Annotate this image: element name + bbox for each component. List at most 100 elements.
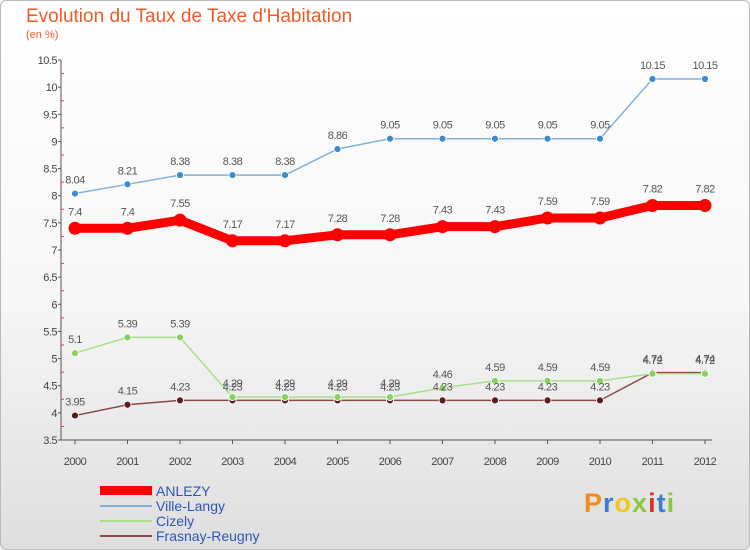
logo-letter: x	[632, 488, 649, 518]
x-tick-label: 2001	[116, 456, 139, 468]
data-labels-layer: 7.4 7.4 7.55 7.17 7.17 7.28 7.28 7.43 7.43 7.59 7.…	[65, 60, 718, 409]
x-tick-label: 2008	[484, 456, 507, 468]
data-label: 4.23	[485, 381, 505, 393]
legend-swatch-ville-langy	[100, 505, 152, 507]
data-label: 7.28	[328, 213, 348, 225]
data-label: 7.43	[485, 205, 505, 217]
data-point	[333, 393, 342, 402]
data-point	[701, 369, 709, 378]
data-point	[596, 396, 604, 405]
data-point	[386, 393, 394, 402]
data-label: 4.15	[118, 386, 138, 398]
data-label: 10.15	[640, 60, 665, 72]
proxiti-logo: Proxiti	[584, 488, 675, 519]
data-point	[331, 228, 344, 242]
x-tick-label: 2009	[536, 456, 559, 468]
y-tick-label: 6	[51, 299, 57, 311]
y-tick-label: 5	[51, 354, 57, 366]
data-point	[593, 211, 607, 225]
logo-letter: t	[656, 488, 667, 518]
data-label: 8.38	[275, 156, 295, 168]
data-label: 4.29	[275, 378, 295, 390]
data-point	[173, 213, 187, 227]
y-tick-label: 10	[46, 82, 58, 94]
data-label: 4.23	[275, 381, 295, 393]
data-label: 4.72	[695, 355, 715, 367]
data-point	[543, 376, 552, 385]
data-label: 4.59	[590, 362, 610, 374]
legend-label-anlezy: ANLEZY	[156, 483, 211, 499]
data-point	[438, 396, 447, 405]
data-label: 4.59	[485, 362, 505, 374]
data-label: 9.05	[380, 120, 400, 132]
data-label: 9.05	[538, 120, 558, 132]
y-tick-label: 3.5	[43, 435, 57, 447]
legend-swatch-cizely	[100, 520, 152, 522]
y-tick-label: 5.5	[43, 326, 57, 338]
data-point	[68, 221, 82, 235]
data-label: 4.23	[380, 381, 400, 393]
legend-label-cizely: Cizely	[156, 513, 195, 529]
data-label: 7.4	[68, 206, 82, 218]
data-point	[491, 396, 499, 405]
data-point	[596, 134, 604, 143]
y-tick-label: 8	[51, 191, 57, 203]
legend-swatch-anlezy	[100, 486, 152, 495]
data-label: 4.23	[538, 381, 558, 393]
x-tick-label: 2005	[326, 456, 349, 468]
logo-letter: i	[666, 488, 676, 518]
data-point	[121, 221, 134, 235]
data-label: 7.82	[643, 183, 663, 195]
data-point	[491, 134, 499, 143]
x-tick-label: 2011	[642, 456, 664, 468]
data-point	[228, 393, 237, 402]
data-point	[596, 376, 604, 385]
data-label: 7.4	[121, 206, 135, 218]
data-label: 4.72	[643, 355, 663, 367]
data-label: 7.59	[538, 196, 558, 208]
data-label: 7.17	[275, 219, 295, 231]
data-label: 8.04	[65, 175, 85, 187]
data-point	[281, 393, 289, 402]
logo-letter: r	[603, 488, 615, 518]
data-label: 4.23	[433, 381, 453, 393]
data-point	[438, 134, 447, 143]
data-point	[278, 234, 292, 248]
y-tick-label: 7.5	[43, 218, 57, 230]
data-point	[701, 75, 709, 83]
data-label: 4.23	[328, 381, 348, 393]
data-label: 5.1	[68, 334, 82, 346]
data-point	[333, 145, 342, 153]
y-tick-label: 4.5	[43, 381, 57, 393]
data-point	[698, 198, 712, 212]
data-point	[123, 180, 132, 189]
data-point	[123, 400, 132, 409]
data-label: 9.05	[590, 120, 610, 132]
data-point	[228, 171, 237, 179]
data-label: 5.39	[118, 318, 138, 330]
x-tick-label: 2010	[589, 456, 612, 468]
logo-letter: i	[648, 488, 657, 518]
data-point	[646, 198, 659, 212]
data-label: 3.95	[65, 397, 85, 409]
data-label: 8.38	[170, 156, 190, 168]
data-point	[383, 228, 397, 242]
logo-letter: o	[614, 488, 633, 518]
legend-swatch-frasnay-reugny	[100, 535, 152, 537]
y-tick-label: 4	[51, 408, 57, 420]
data-point	[71, 411, 79, 420]
axes: 3.5 4 4.5 5 5.5 6 6.5 7 7.5 8 8.5 9 9.5 10 10.5 2000 200…	[38, 55, 718, 468]
data-label: 4.23	[170, 381, 190, 393]
x-tick-label: 2000	[64, 456, 87, 468]
data-point	[123, 333, 132, 342]
data-point	[176, 171, 184, 179]
legend-label-ville-langy: Ville-Langy	[156, 498, 226, 514]
data-label: 8.38	[223, 156, 243, 168]
y-tick-label: 9	[51, 136, 57, 148]
data-label: 4.46	[433, 369, 453, 381]
data-point	[71, 349, 79, 358]
legend-label-frasnay-reugny: Frasnay-Reugny	[156, 528, 260, 544]
data-label: 7.59	[590, 196, 610, 208]
data-label: 4.23	[590, 381, 610, 393]
data-label: 7.55	[170, 198, 190, 210]
